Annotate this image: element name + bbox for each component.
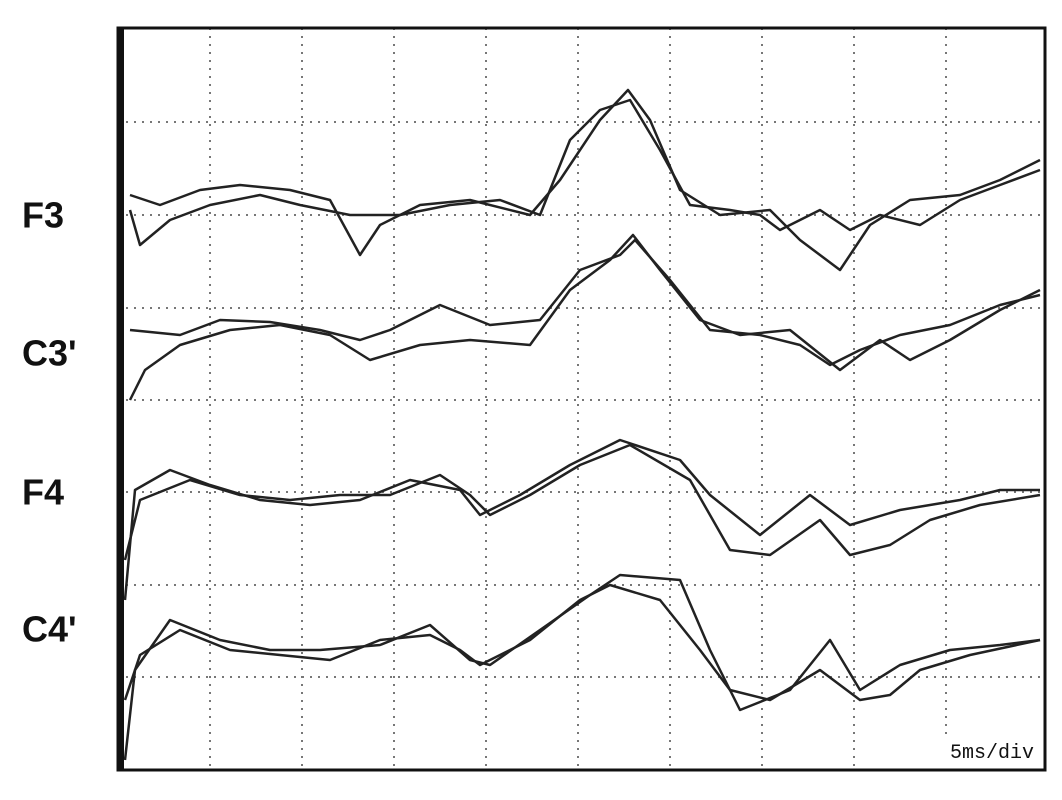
scale-box [892, 736, 1042, 768]
scale-label: 5ms/div [950, 742, 1034, 765]
stimulus-line [117, 28, 124, 770]
trace [129, 238, 1041, 367]
trace [123, 443, 1041, 561]
channel-label: C3' [22, 333, 77, 374]
channel-label: C4' [22, 609, 77, 650]
trace [128, 98, 1041, 247]
channel-label: F3 [22, 195, 64, 236]
trace [123, 583, 1041, 702]
trace [129, 88, 1041, 272]
channel-label: F4 [22, 472, 64, 513]
